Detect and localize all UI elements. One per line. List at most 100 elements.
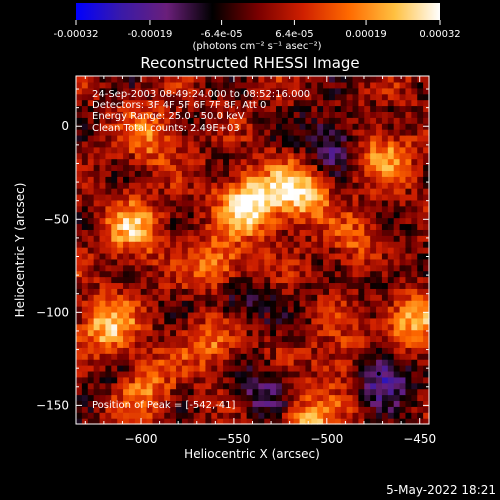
heatmap-cell — [399, 193, 407, 201]
heatmap-cell — [346, 188, 354, 195]
heatmap-cell — [305, 258, 312, 266]
heatmap-cell — [311, 388, 318, 396]
heatmap-cell — [370, 347, 377, 354]
heatmap-cell — [228, 76, 236, 83]
heatmap-cell — [317, 76, 324, 83]
heatmap-cell — [411, 276, 418, 284]
heatmap-cell — [140, 129, 148, 136]
heatmap-cell — [193, 382, 201, 390]
heatmap-cell — [364, 418, 371, 425]
heatmap-cell — [381, 282, 389, 289]
heatmap-cell — [399, 306, 407, 313]
heatmap-cell — [305, 182, 312, 189]
heatmap-cell — [293, 188, 301, 195]
heatmap-cell — [411, 134, 418, 142]
heatmap-cell — [158, 294, 165, 301]
heatmap-cell — [176, 252, 183, 260]
heatmap-cell — [93, 276, 101, 284]
heatmap-cell — [240, 235, 248, 242]
heatmap-cell — [311, 282, 318, 289]
heatmap-cell — [299, 247, 307, 254]
heatmap-cell — [76, 81, 83, 89]
heatmap-cell — [387, 117, 395, 124]
heatmap-cell — [105, 329, 112, 337]
heatmap-cell — [287, 300, 295, 307]
heatmap-cell — [381, 400, 389, 407]
heatmap-cell — [105, 188, 112, 195]
heatmap-cell — [364, 146, 371, 154]
heatmap-cell — [76, 129, 83, 136]
heatmap-cell — [170, 359, 177, 366]
heatmap-cell — [317, 382, 324, 390]
heatmap-cell — [228, 211, 236, 219]
heatmap-cell — [387, 311, 395, 319]
heatmap-cell — [258, 81, 265, 89]
heatmap-cell — [217, 382, 224, 390]
heatmap-cell — [158, 105, 165, 112]
heatmap-cell — [364, 306, 371, 313]
heatmap-cell — [217, 81, 224, 89]
heatmap-cell — [228, 306, 236, 313]
heatmap-cell — [405, 182, 412, 189]
heatmap-cell — [352, 323, 359, 331]
heatmap-cell — [246, 105, 254, 112]
heatmap-cell — [258, 400, 265, 407]
heatmap-cell — [164, 365, 171, 372]
heatmap-cell — [411, 365, 418, 372]
heatmap-cell — [240, 288, 248, 295]
heatmap-cell — [211, 81, 218, 89]
heatmap-cell — [305, 406, 312, 413]
heatmap-cell — [399, 376, 407, 384]
heatmap-cell — [323, 370, 330, 378]
heatmap-cell — [352, 217, 359, 225]
heatmap-cell — [146, 87, 154, 95]
heatmap-cell — [152, 182, 159, 189]
heatmap-cell — [346, 134, 354, 142]
heatmap-cell — [211, 164, 218, 171]
heatmap-cell — [423, 418, 430, 425]
heatmap-cell — [293, 134, 301, 142]
heatmap-cell — [193, 199, 201, 207]
heatmap-cell — [181, 418, 189, 425]
heatmap-cell — [370, 164, 377, 171]
heatmap-cell — [299, 193, 307, 201]
heatmap-cell — [111, 158, 118, 166]
heatmap-cell — [234, 117, 242, 124]
heatmap-cell — [370, 140, 377, 148]
heatmap-cell — [164, 294, 171, 301]
heatmap-cell — [181, 188, 189, 195]
heatmap-cell — [205, 406, 212, 413]
heatmap-cell — [393, 365, 401, 372]
heatmap-cell — [87, 370, 95, 378]
heatmap-cell — [311, 211, 318, 219]
heatmap-cell — [205, 117, 212, 124]
heatmap-cell — [281, 264, 289, 272]
heatmap-cell — [81, 311, 89, 319]
heatmap-cell — [423, 258, 430, 266]
heatmap-cell — [176, 335, 183, 343]
heatmap-cell — [281, 359, 289, 366]
heatmap-cell — [181, 406, 189, 413]
heatmap-cell — [205, 376, 212, 384]
heatmap-cell — [276, 176, 283, 183]
heatmap-cell — [323, 382, 330, 390]
heatmap-cell — [305, 329, 312, 337]
heatmap-cell — [176, 300, 183, 307]
heatmap-cell — [258, 258, 265, 266]
heatmap-cell — [393, 158, 401, 166]
heatmap-cell — [264, 418, 271, 425]
heatmap-cell — [417, 211, 424, 219]
heatmap-cell — [76, 288, 83, 295]
heatmap-cell — [358, 288, 365, 295]
heatmap-cell — [123, 176, 130, 183]
heatmap-cell — [211, 176, 218, 183]
heatmap-cell — [158, 217, 165, 225]
heatmap-cell — [164, 87, 171, 95]
heatmap-cell — [258, 123, 265, 130]
heatmap-cell — [358, 123, 365, 130]
heatmap-cell — [234, 188, 242, 195]
heatmap-cell — [334, 276, 342, 284]
heatmap-cell — [228, 347, 236, 354]
heatmap-cell — [152, 335, 159, 343]
heatmap-cell — [128, 365, 136, 372]
